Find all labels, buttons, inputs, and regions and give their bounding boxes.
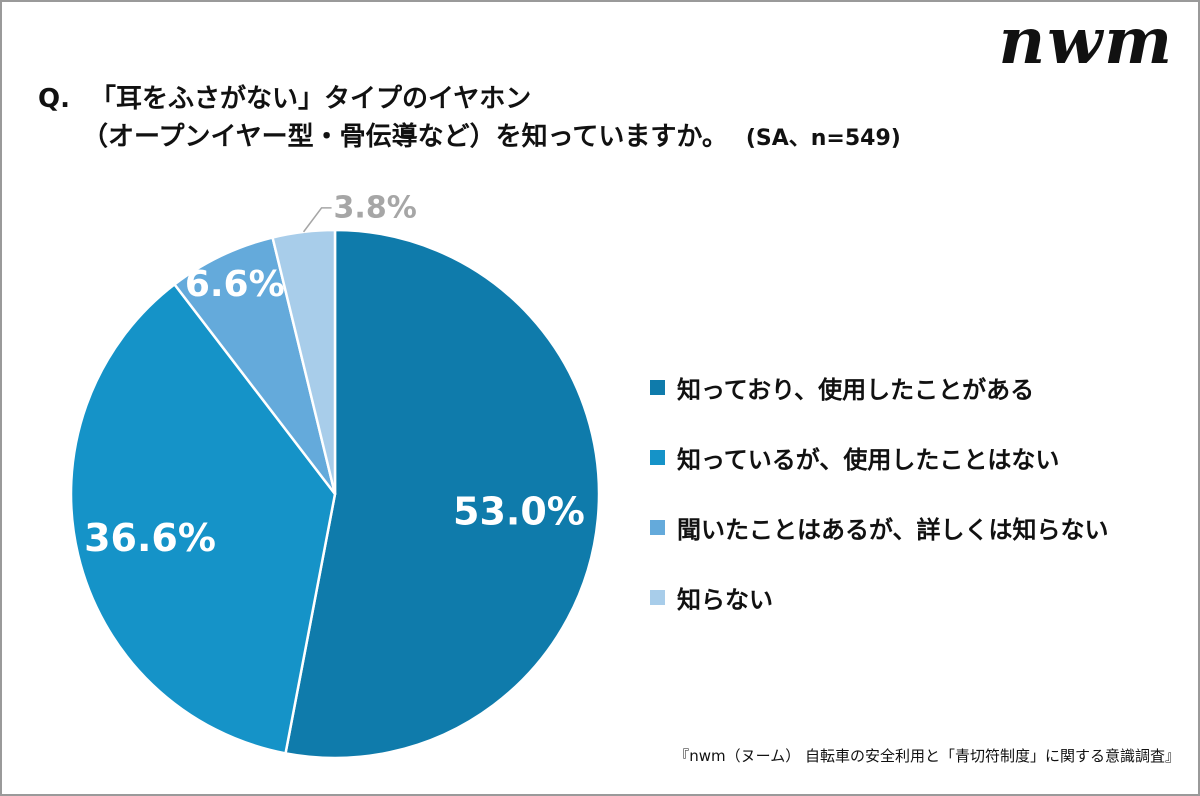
source-citation: 『nwm（ヌーム） 自転車の安全利用と「青切符制度」に関する意識調査』 — [674, 747, 1180, 765]
question-line-2: （オープンイヤー型・骨伝導など）を知っていますか。 (SA、n=549) — [38, 116, 901, 154]
legend-item: 聞いたことはあるが、詳しくは知らない — [650, 492, 1109, 562]
legend-item: 知らない — [650, 562, 1109, 632]
legend-swatch — [650, 379, 665, 395]
pie-slice — [173, 236, 337, 496]
legend-swatch — [650, 449, 665, 465]
question-text-2: （オープンイヤー型・骨伝導など）を知っていますか。 — [82, 122, 728, 152]
legend-swatch — [650, 589, 665, 605]
sample-info: (SA、n=549) — [745, 126, 901, 151]
pie-data-label: 53.0% — [453, 489, 585, 533]
legend-item: 知っているが、使用したことはない — [650, 422, 1109, 492]
question-prefix: Q. — [38, 84, 70, 114]
question-title: Q. 「耳をふさがない」タイプのイヤホン （オープンイヤー型・骨伝導など）を知って… — [38, 78, 901, 154]
question-line-1: Q. 「耳をふさがない」タイプのイヤホン — [38, 78, 901, 116]
pie-labels: 53.0% 36.6% 6.6% 3.8% — [84, 190, 585, 559]
leader-line — [302, 207, 332, 233]
question-text-1: 「耳をふさがない」タイプのイヤホン — [90, 84, 532, 114]
legend-label: 聞いたことはあるが、詳しくは知らない — [677, 515, 1109, 544]
pie-data-label: 6.6% — [185, 264, 285, 305]
pie-slices — [69, 228, 601, 760]
legend-swatch — [650, 519, 665, 535]
nwm-logo: nwm — [998, 4, 1174, 79]
pie-data-label: 3.8% — [334, 190, 417, 225]
legend-label: 知らない — [677, 585, 773, 614]
pie-slice — [69, 283, 337, 755]
pie-slice — [284, 228, 601, 760]
legend: 知っており、使用したことがある 知っているが、使用したことはない 聞いたことはあ… — [650, 352, 1109, 632]
pie-slice — [271, 228, 337, 496]
pie-data-label: 36.6% — [84, 516, 216, 560]
legend-label: 知っており、使用したことがある — [677, 375, 1035, 404]
legend-label: 知っているが、使用したことはない — [677, 445, 1060, 474]
legend-item: 知っており、使用したことがある — [650, 352, 1109, 422]
